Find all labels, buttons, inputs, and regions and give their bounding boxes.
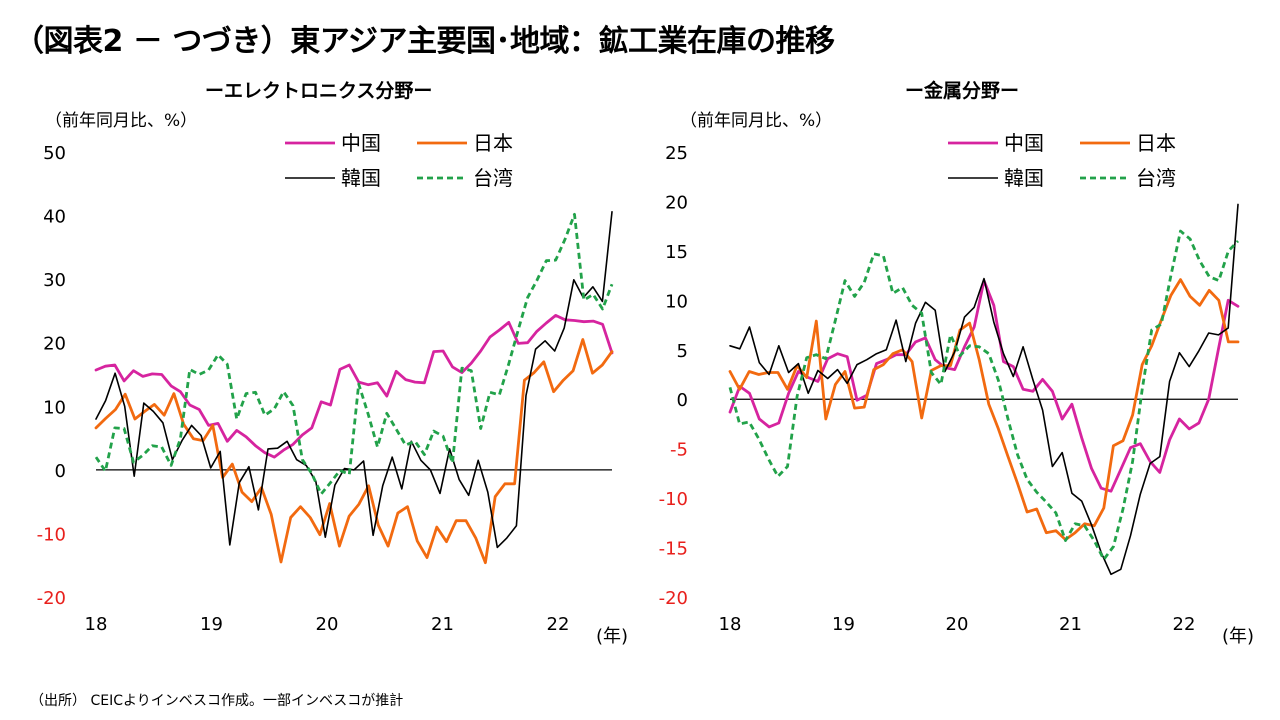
page-title: （図表2 － つづき）東アジア主要国･地域：鉱工業在庫の推移: [14, 24, 835, 59]
electronics-chart: （前年同月比、%） 50 40 30 20 10 0 -10 -20 18 19 20 21 22 (年) 中…: [37, 111, 628, 647]
y-tick-label: 50: [43, 143, 66, 164]
x-axis-unit: (年): [1222, 626, 1254, 647]
series-line-korea: [95, 211, 613, 549]
x-axis-unit: (年): [596, 626, 628, 647]
series-line-japan: [728, 278, 1240, 541]
series-line-japan: [94, 338, 614, 565]
y-tick-label: 30: [43, 270, 66, 291]
x-tick-label: 18: [719, 614, 742, 635]
y-tick-label: 0: [55, 461, 66, 482]
y-tick-label: -20: [659, 588, 688, 609]
legend-label-china: 中国: [341, 131, 381, 155]
legend-label-china: 中国: [1004, 131, 1044, 155]
y-tick-label: 20: [43, 334, 66, 355]
x-tick-label: 19: [200, 614, 223, 635]
y-tick-label: 10: [665, 291, 688, 312]
legend-label-japan: 日本: [473, 131, 513, 155]
series-line-china: [94, 313, 614, 459]
metals-chart: （前年同月比、%） 25 20 15 10 5 0 -5 -10 -15 -20 18 19 20 21 22…: [659, 111, 1254, 647]
y-tick-label: -15: [659, 539, 688, 560]
y-tick-label: 10: [43, 397, 66, 418]
y-tick-label: 5: [677, 341, 688, 362]
y-tick-label: -10: [659, 489, 688, 510]
legend-label-taiwan: 台湾: [473, 166, 513, 190]
legend-label-korea: 韓国: [341, 166, 381, 190]
y-tick-label: 25: [665, 143, 688, 164]
series-line-taiwan: [728, 229, 1240, 561]
series-line-korea: [729, 203, 1239, 576]
y-tick-label: -20: [37, 588, 66, 609]
y-tick-label: 15: [665, 242, 688, 263]
x-tick-label: 18: [85, 614, 108, 635]
legend-label-korea: 韓国: [1004, 166, 1044, 190]
x-tick-label: 20: [946, 614, 969, 635]
y-tick-label: -10: [37, 524, 66, 545]
y-tick-label: 40: [43, 207, 66, 228]
y-tick-label: -5: [670, 440, 688, 461]
source-note: （出所） CEICよりインベスコ作成。一部インベスコが推計: [30, 693, 404, 709]
x-tick-label: 20: [316, 614, 339, 635]
x-tick-label: 21: [1059, 614, 1082, 635]
y-tick-label: 20: [665, 192, 688, 213]
series-line-taiwan: [94, 212, 614, 496]
y-tick-label: 0: [677, 390, 688, 411]
y-axis-label: （前年同月比、%）: [680, 111, 832, 131]
legend-label-taiwan: 台湾: [1136, 166, 1176, 190]
x-tick-label: 22: [1173, 614, 1196, 635]
x-tick-label: 19: [832, 614, 855, 635]
panel-title-electronics: ーエレクトロニクス分野ー: [205, 80, 433, 102]
legend-label-japan: 日本: [1136, 131, 1176, 155]
x-tick-label: 21: [431, 614, 454, 635]
x-tick-label: 22: [547, 614, 570, 635]
y-axis-label: （前年同月比、%）: [45, 111, 197, 131]
panel-title-metals: ー金属分野ー: [905, 80, 1020, 102]
